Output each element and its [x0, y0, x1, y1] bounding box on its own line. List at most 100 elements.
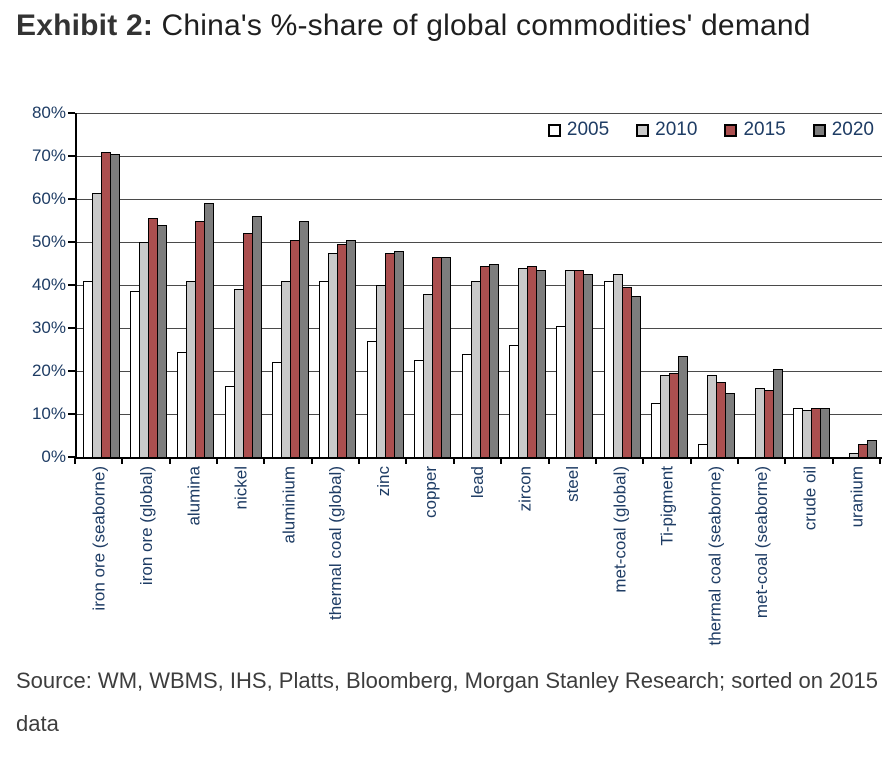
- bar-group-thermal-coal-global: [314, 113, 361, 457]
- legend-swatch-2020: [812, 123, 826, 137]
- legend-item-2015: 2015: [724, 119, 786, 141]
- bar-thermal-coal-seaborne-2020: [725, 392, 736, 457]
- y-tick-label-60: 60%: [31, 189, 66, 208]
- x-label-iron-ore-seaborne: iron ore (seaborne): [89, 466, 109, 611]
- x-tick-mark-17: [879, 457, 881, 464]
- x-tick-mark-8: [452, 457, 455, 464]
- bar-group-uranium: [835, 113, 882, 457]
- x-tick-mark-0: [74, 457, 76, 464]
- x-label-uranium: uranium: [847, 466, 867, 528]
- y-tick-mark-60: [68, 198, 75, 200]
- x-label-met-coal-global: met-coal (global): [610, 466, 630, 593]
- gridline-50: [77, 242, 882, 243]
- x-label-nickel: nickel: [231, 466, 251, 510]
- bar-iron-ore-seaborne-2020: [109, 153, 120, 457]
- y-tick-mark-70: [68, 155, 75, 157]
- exhibit-label: Exhibit 2:: [16, 9, 154, 42]
- y-tick-label-40: 40%: [31, 275, 66, 294]
- legend-label-2015: 2015: [743, 119, 786, 140]
- x-label-copper: copper: [421, 466, 441, 518]
- bar-group-nickel: [219, 113, 266, 457]
- bar-group-met-coal-global: [598, 113, 645, 457]
- x-tick-mark-14: [736, 457, 739, 464]
- gridline-70: [77, 156, 882, 157]
- x-tick-mark-4: [263, 457, 266, 464]
- x-label-steel: steel: [563, 466, 583, 502]
- legend-swatch-2010: [636, 123, 650, 137]
- bar-aluminium-2020: [299, 220, 310, 457]
- x-label-ti-pigment: Ti-pigment: [657, 466, 677, 546]
- y-tick-mark-80: [68, 112, 75, 114]
- bar-group-zinc: [361, 113, 408, 457]
- bar-ti-pigment-2020: [677, 355, 688, 457]
- bar-alumina-2020: [204, 203, 215, 457]
- legend-label-2005: 2005: [566, 119, 610, 140]
- bar-thermal-coal-global-2020: [346, 239, 357, 457]
- x-tick-mark-2: [168, 457, 171, 464]
- x-tick-mark-10: [547, 457, 550, 464]
- x-label-alumina: alumina: [184, 466, 204, 526]
- y-tick-mark-40: [68, 284, 75, 286]
- x-tick-mark-16: [831, 457, 834, 464]
- x-label-zircon: zircon: [515, 466, 535, 512]
- bar-group-aluminium: [266, 113, 313, 457]
- page-title: Exhibit 2: China's %-share of global com…: [16, 2, 862, 49]
- bar-iron-ore-global-2020: [157, 224, 168, 457]
- x-tick-mark-9: [500, 457, 503, 464]
- y-tick-mark-10: [68, 413, 75, 415]
- bar-group-copper: [409, 113, 456, 457]
- x-tick-mark-7: [405, 457, 408, 464]
- gridline-60: [77, 199, 882, 200]
- x-label-crude-oil: crude oil: [799, 466, 819, 531]
- legend-item-2010: 2010: [636, 119, 697, 141]
- y-tick-label-20: 20%: [31, 361, 66, 380]
- y-tick-mark-20: [68, 370, 75, 372]
- y-tick-mark-50: [68, 241, 75, 243]
- legend: 2005 2010 2015 2020: [547, 119, 874, 141]
- gridline-80: [77, 113, 882, 114]
- bar-met-coal-seaborne-2020: [772, 368, 783, 457]
- x-tick-mark-11: [594, 457, 597, 464]
- y-tick-mark-30: [68, 327, 75, 329]
- bar-group-met-coal-seaborne: [740, 113, 787, 457]
- x-label-aluminium: aluminium: [279, 466, 299, 544]
- x-tick-mark-13: [689, 457, 692, 464]
- title-text: China's %-share of global commodities' d…: [153, 9, 811, 42]
- y-tick-label-50: 50%: [31, 232, 66, 251]
- legend-swatch-2015: [724, 123, 738, 137]
- bar-group-iron-ore-seaborne: [77, 113, 124, 457]
- bar-copper-2020: [441, 257, 452, 457]
- x-label-met-coal-seaborne: met-coal (seaborne): [752, 466, 772, 619]
- bar-group-iron-ore-global: [124, 113, 171, 457]
- bar-nickel-2020: [251, 216, 262, 457]
- bar-group-lead: [456, 113, 503, 457]
- x-tick-mark-6: [358, 457, 361, 464]
- x-tick-mark-15: [784, 457, 787, 464]
- legend-swatch-2005: [547, 123, 561, 137]
- bar-lead-2020: [488, 263, 499, 457]
- legend-label-2010: 2010: [655, 119, 698, 140]
- plot-area: [75, 113, 882, 459]
- x-label-thermal-coal-global: thermal coal (global): [326, 466, 346, 621]
- legend-item-2005: 2005: [547, 119, 610, 141]
- x-label-zinc: zinc: [373, 466, 393, 497]
- bar-steel-2020: [583, 274, 594, 457]
- source-note: Source: WM, WBMS, IHS, Platts, Bloomberg…: [16, 668, 879, 736]
- y-tick-label-70: 70%: [31, 146, 66, 165]
- x-label-lead: lead: [468, 466, 488, 499]
- bar-group-steel: [551, 113, 598, 457]
- y-tick-mark-0: [68, 456, 75, 458]
- legend-label-2020: 2020: [831, 119, 874, 140]
- bar-group-ti-pigment: [645, 113, 692, 457]
- bar-met-coal-global-2020: [630, 295, 641, 457]
- bar-uranium-2020: [867, 439, 878, 457]
- y-tick-label-30: 30%: [31, 318, 66, 337]
- x-label-thermal-coal-seaborne: thermal coal (seaborne): [705, 466, 725, 646]
- bar-group-alumina: [172, 113, 219, 457]
- bar-group-zircon: [503, 113, 550, 457]
- bar-chart: 0% 10% 20% 30% 40% 50% 60% 70% 80% 2005 2010 2015 2…: [31, 103, 882, 646]
- x-label-iron-ore-global: iron ore (global): [137, 466, 157, 586]
- legend-item-2020: 2020: [812, 119, 874, 141]
- bar-group-crude-oil: [787, 113, 834, 457]
